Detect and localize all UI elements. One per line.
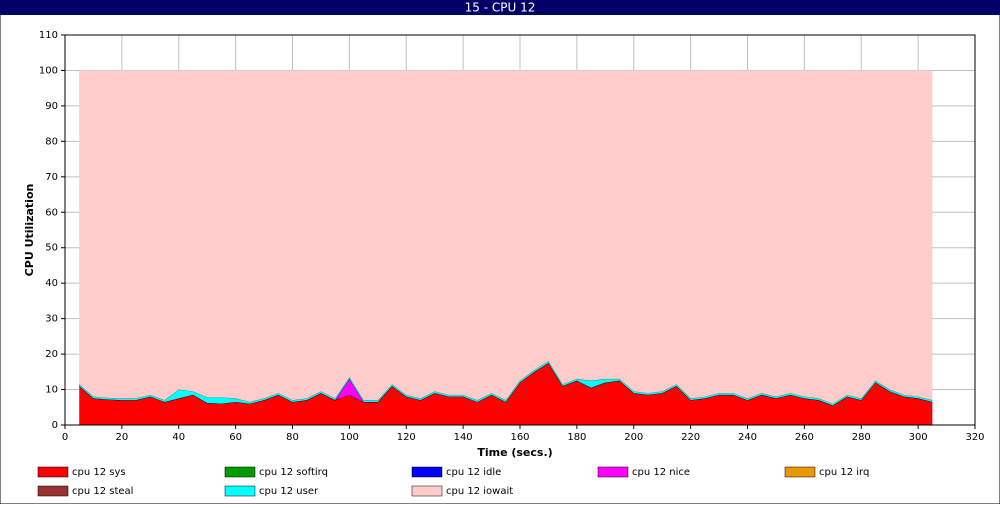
x-tick-label: 280 [852, 432, 871, 443]
y-tick-label: 30 [45, 314, 58, 325]
legend-swatch [224, 485, 256, 497]
y-tick-label: 80 [45, 136, 58, 147]
y-tick-label: 110 [39, 30, 58, 41]
x-tick-label: 40 [172, 432, 185, 443]
plot-border [64, 34, 976, 426]
x-tick-label: 80 [286, 432, 299, 443]
x-tick-label: 260 [795, 432, 814, 443]
y-tick-label: 70 [45, 172, 58, 183]
legend-label: cpu 12 steal [72, 486, 133, 497]
legend-swatch [37, 466, 69, 478]
y-tick-label: 90 [45, 101, 58, 112]
x-tick-label: 240 [738, 432, 757, 443]
y-axis-label: CPU Utilization [23, 184, 36, 277]
legend-label: cpu 12 sys [72, 467, 126, 478]
y-tick-label: 10 [45, 385, 58, 396]
x-tick-label: 140 [454, 432, 473, 443]
area [79, 70, 933, 404]
x-tick-label: 320 [965, 432, 984, 443]
x-tick-label: 200 [624, 432, 643, 443]
legend-label: cpu 12 iowait [446, 486, 513, 497]
y-tick-label: 40 [45, 278, 58, 289]
x-tick-label: 100 [340, 432, 359, 443]
y-tick-label: 60 [45, 207, 58, 218]
title-bar [0, 0, 1000, 15]
x-tick-label: 160 [510, 432, 529, 443]
area [79, 362, 933, 425]
y-tick-label: 100 [39, 65, 58, 76]
legend-label: cpu 12 user [259, 486, 319, 497]
x-tick-label: 220 [681, 432, 700, 443]
legend-label: cpu 12 nice [632, 467, 690, 478]
legend-label: cpu 12 irq [819, 467, 869, 478]
y-tick-label: 50 [45, 243, 58, 254]
x-tick-label: 180 [567, 432, 586, 443]
chart-title: 15 - CPU 12 [465, 1, 536, 15]
legend-label: cpu 12 softirq [259, 467, 328, 478]
x-tick-label: 300 [909, 432, 928, 443]
x-axis-label: Time (secs.) [477, 446, 552, 459]
legend-swatch [37, 485, 69, 497]
y-tick-label: 0 [52, 420, 58, 431]
legend-swatch [411, 466, 443, 478]
x-tick-label: 120 [397, 432, 416, 443]
legend-swatch [224, 466, 256, 478]
legend-swatch [411, 485, 443, 497]
x-tick-label: 20 [116, 432, 129, 443]
legend-swatch [784, 466, 816, 478]
x-tick-label: 0 [62, 432, 68, 443]
y-tick-label: 20 [45, 349, 58, 360]
legend-swatch [597, 466, 629, 478]
area [79, 361, 933, 406]
legend-label: cpu 12 idle [446, 467, 501, 478]
x-tick-label: 60 [229, 432, 242, 443]
